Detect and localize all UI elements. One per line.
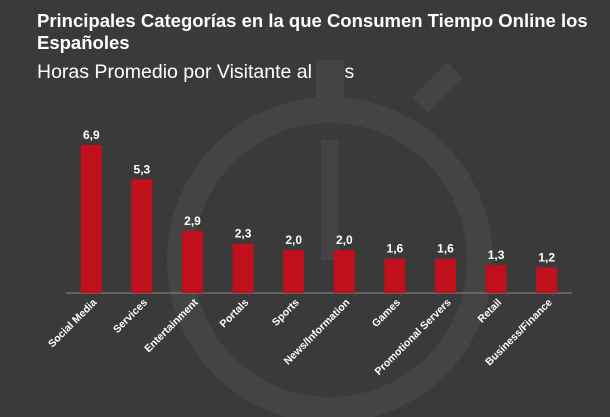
category-label-4: Sports	[270, 297, 302, 329]
bar-9	[536, 267, 558, 293]
value-label-3: 2,3	[235, 227, 252, 241]
value-label-9: 1,2	[538, 250, 555, 264]
value-label-4: 2,0	[285, 233, 302, 247]
value-label-8: 1,3	[488, 248, 505, 262]
bar-4	[283, 250, 305, 293]
chart-title: Principales Categorías en la que Consume…	[37, 10, 588, 53]
value-label-2: 2,9	[184, 214, 201, 228]
bar-1	[131, 179, 153, 293]
bar-8	[485, 265, 507, 293]
bar-2	[182, 230, 203, 293]
bar-5	[333, 250, 355, 293]
bar-3	[232, 243, 254, 293]
value-label-1: 5,3	[134, 162, 151, 176]
bar-6	[384, 258, 406, 293]
category-label-3: Portals	[218, 297, 252, 331]
value-label-0: 6,9	[83, 128, 100, 142]
category-label-0: Social Media	[46, 297, 100, 351]
bar-0	[80, 145, 102, 293]
value-label-5: 2,0	[336, 233, 353, 247]
bar-7	[435, 258, 456, 293]
value-label-7: 1,6	[437, 242, 454, 256]
value-label-6: 1,6	[387, 242, 404, 256]
chart-subtitle: Horas Promedio por Visitante al Mes	[37, 61, 355, 83]
category-label-6: Games	[370, 297, 403, 330]
stopwatch-icon	[167, 60, 493, 417]
category-label-1: Services	[111, 297, 150, 336]
